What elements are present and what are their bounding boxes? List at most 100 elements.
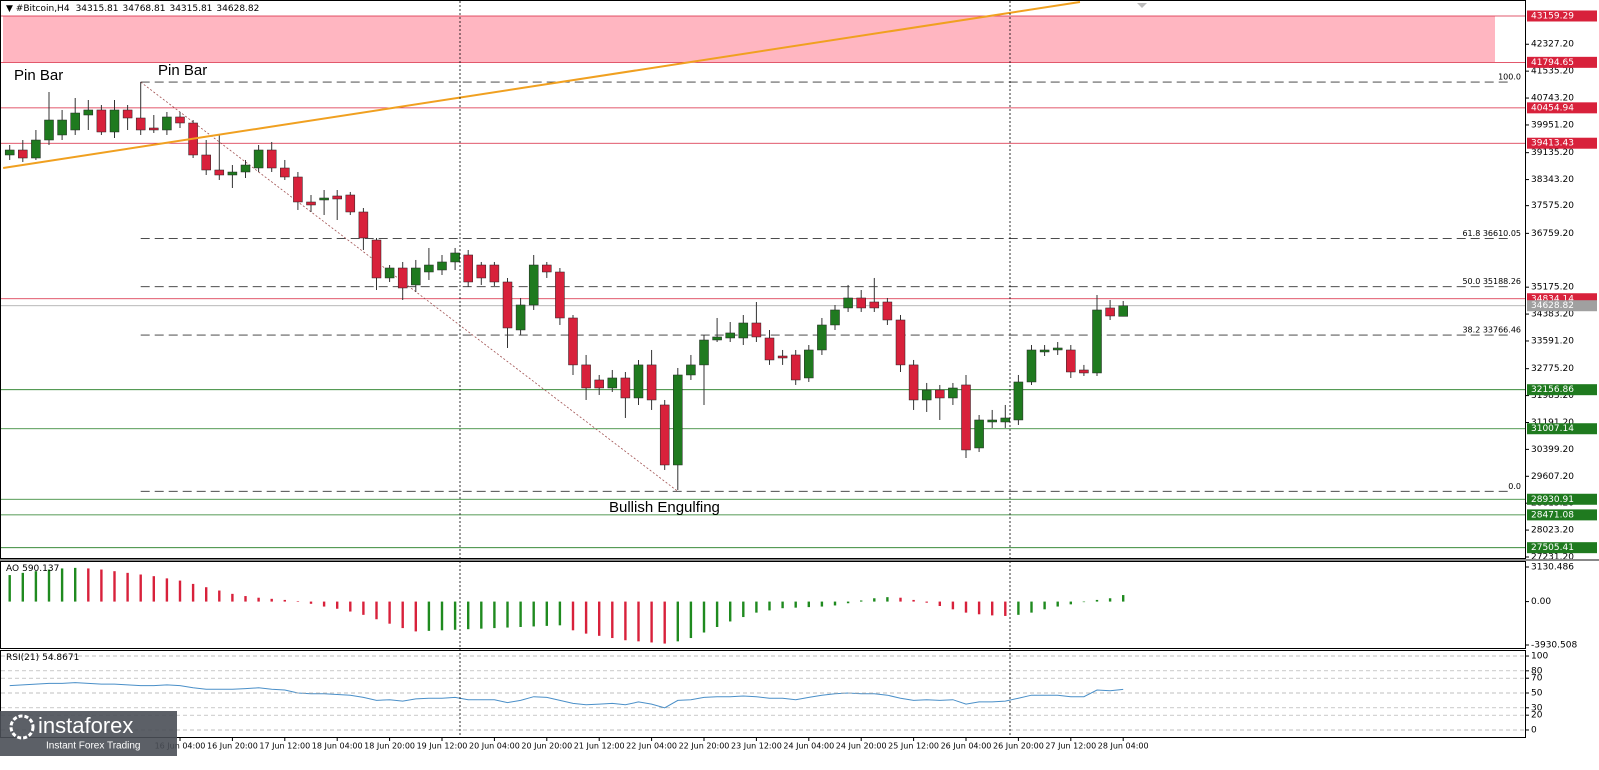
candle-body [214, 169, 225, 176]
ao-bar [951, 601, 955, 610]
ao-bar [100, 569, 103, 602]
ao-bar [205, 587, 208, 602]
candle-body [777, 355, 788, 359]
candle-body [869, 301, 880, 309]
y-tick-label: 31983.20 [1531, 391, 1574, 401]
candle-body [31, 139, 41, 159]
candle-body [489, 264, 500, 283]
level-tag [1527, 423, 1597, 435]
candle-body [1079, 369, 1089, 374]
ao-bar [545, 601, 548, 626]
ao-bar [833, 601, 837, 606]
candle-body [122, 109, 133, 119]
level-tag [1527, 10, 1597, 22]
x-tick-label: 22 Jun 20:00 [679, 742, 730, 751]
ao-bar [755, 601, 758, 613]
candle-body [817, 324, 827, 351]
fib-label: 100.0 [1498, 73, 1521, 82]
chart-header: ▼ #Bitcoin,H4 34315.81 34768.81 34315.81 346… [6, 4, 259, 14]
level-tag [1527, 293, 1597, 305]
annotation: Bullish Engulfing [609, 499, 720, 516]
candle-body [1039, 349, 1050, 353]
y-tick-label: 31191.20 [1531, 418, 1574, 428]
x-tick-label: 17 Jun 12:00 [259, 742, 310, 751]
ao-bar [650, 601, 653, 643]
candle-body [882, 301, 893, 321]
candle-body [293, 176, 303, 203]
ao-bar [729, 601, 732, 622]
y-tick-label: 20 [1531, 711, 1543, 721]
candle-body [227, 171, 238, 176]
candle-body [1013, 381, 1024, 421]
candle-body [725, 332, 735, 339]
x-tick-label: 24 Jun 04:00 [783, 742, 834, 751]
candle-body [1092, 309, 1102, 374]
logo-icon [9, 714, 35, 740]
ao-bar [47, 569, 51, 602]
ao-bar [584, 601, 588, 634]
y-tick-label: 32775.20 [1531, 364, 1574, 374]
panel-border [0, 0, 1526, 559]
ao-bar [715, 601, 719, 627]
x-tick-label: 20 Jun 04:00 [469, 742, 520, 751]
candle-body [18, 149, 28, 159]
y-tick-label: 29607.20 [1531, 472, 1574, 482]
y-tick-label: 0.00 [1531, 597, 1551, 607]
level-label: 32156.86 [1531, 385, 1574, 395]
header-high: 34768.81 [123, 4, 166, 14]
ao-bar [257, 597, 260, 602]
y-tick-label: 38343.20 [1531, 175, 1574, 185]
ao-bar [977, 601, 981, 615]
ao-bar [506, 601, 509, 628]
candle-body [162, 116, 172, 131]
candle-body [804, 349, 814, 379]
level-tag [1527, 56, 1597, 68]
candle-body [149, 127, 159, 131]
x-tick-label: 20 Jun 20:00 [521, 742, 572, 751]
ao-bar [1108, 598, 1112, 602]
y-tick-label: 30399.20 [1531, 445, 1574, 455]
x-tick-label: 19 Jun 12:00 [417, 742, 468, 751]
ao-bar [571, 601, 575, 631]
logo: instaforex Instant Forex Trading [0, 711, 177, 756]
ao-bar [807, 601, 810, 608]
level-tag [1527, 384, 1597, 396]
candle-body [345, 194, 356, 213]
candle-body [319, 197, 329, 201]
x-tick-label: 21 Jun 12:00 [574, 742, 625, 751]
candle-body [686, 364, 696, 376]
candle-body [581, 364, 591, 389]
level-tag [1527, 542, 1597, 554]
ao-bar [702, 601, 706, 633]
ao-bar [87, 568, 90, 602]
ao-value: 590.137 [22, 564, 59, 574]
y-tick-label: 27231.20 [1531, 552, 1574, 562]
ao-bar [21, 572, 24, 602]
ao-bar [283, 599, 286, 602]
fib-label: 61.8 36610.05 [1462, 229, 1521, 238]
ao-bar [532, 601, 535, 627]
candle-body [908, 364, 919, 401]
candle-body [44, 119, 54, 141]
candle-body [450, 252, 460, 263]
ao-bar [440, 601, 444, 631]
annotation: Pin Bar [158, 62, 207, 79]
ao-name: AO [6, 564, 19, 574]
panel-border [0, 561, 1526, 649]
candle-body [594, 379, 604, 389]
ao-bar [860, 600, 863, 602]
ao-bar [152, 576, 155, 602]
candle-body [620, 377, 631, 399]
level-label: 27505.41 [1531, 543, 1574, 553]
ao-bar [362, 601, 365, 615]
candle-body [542, 264, 552, 273]
candle-body [1118, 305, 1128, 317]
candle-body [555, 271, 565, 319]
candle-body [935, 389, 945, 399]
candle-body [856, 297, 866, 309]
ao-bar [165, 578, 169, 602]
candle-body [476, 264, 487, 279]
ao-bar [1095, 599, 1099, 602]
logo-tagline: Instant Forex Trading [46, 741, 141, 752]
y-tick-label: 50 [1531, 689, 1543, 699]
